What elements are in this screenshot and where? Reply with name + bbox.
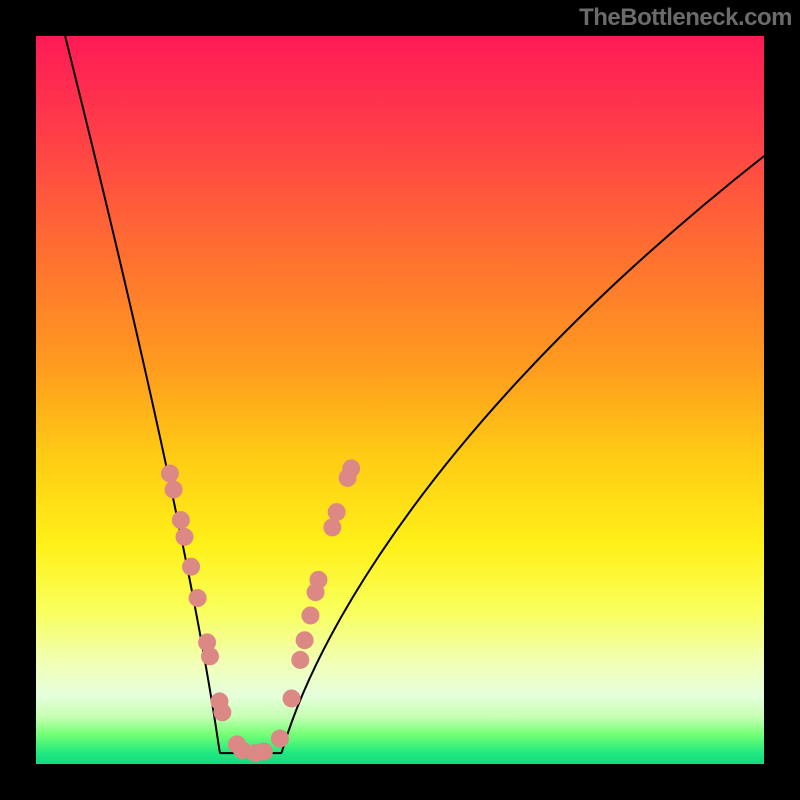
plot-area [36, 36, 764, 764]
data-point [323, 518, 341, 536]
data-point [291, 651, 309, 669]
data-point [172, 511, 190, 529]
data-point [342, 459, 360, 477]
data-point [189, 589, 207, 607]
chart-container: TheBottleneck.com [0, 0, 800, 800]
data-point [182, 558, 200, 576]
chart-svg [0, 0, 800, 800]
data-point [161, 465, 179, 483]
data-point [165, 481, 183, 499]
data-point [176, 528, 194, 546]
data-point [271, 730, 289, 748]
data-point [201, 647, 219, 665]
data-point [255, 743, 273, 761]
data-point [283, 689, 301, 707]
data-point [296, 631, 314, 649]
watermark-label: TheBottleneck.com [579, 4, 792, 32]
data-point [309, 571, 327, 589]
data-point [213, 703, 231, 721]
data-point [301, 606, 319, 624]
data-point [328, 503, 346, 521]
